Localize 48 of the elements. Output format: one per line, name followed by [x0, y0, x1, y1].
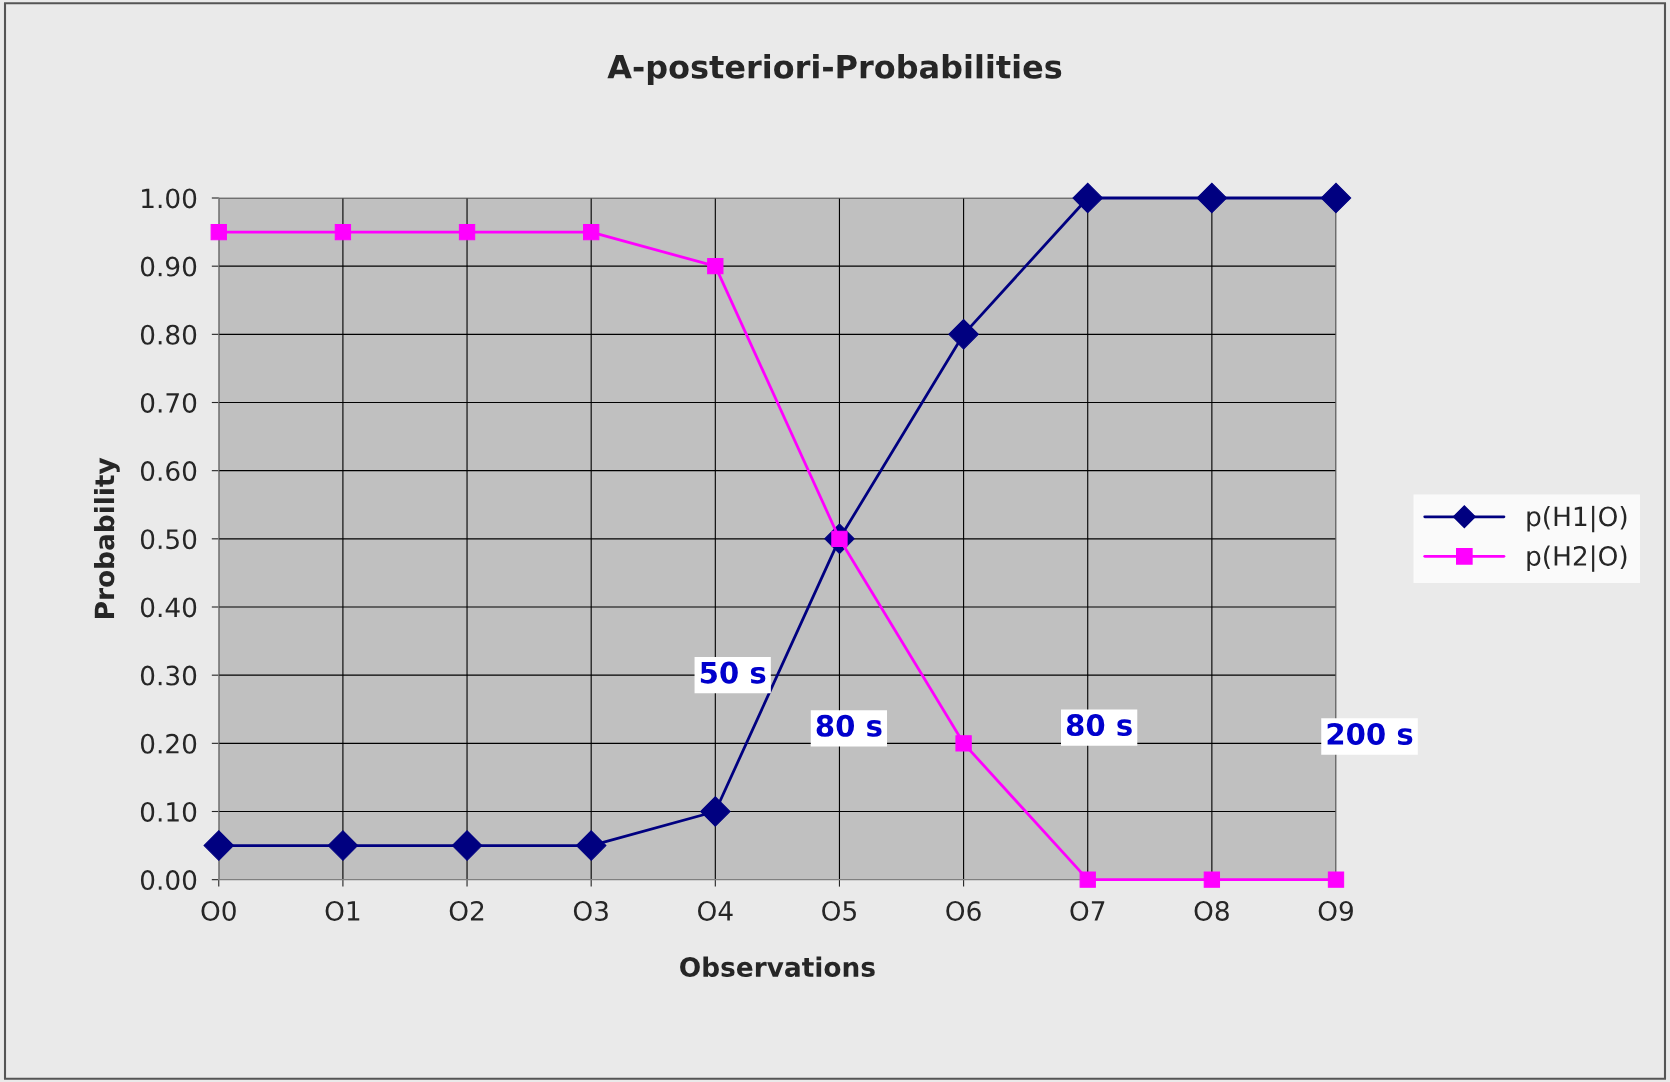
x-tick-label: O8: [1194, 900, 1229, 921]
annotation: 200 s: [1327, 722, 1413, 745]
y-tick-label: 0.80: [140, 324, 197, 345]
point: [583, 223, 600, 241]
point: [458, 223, 476, 241]
y-tick-label: 0.30: [140, 665, 197, 686]
y-tick-label: 0.90: [140, 256, 197, 277]
x-tick-label: O3: [573, 900, 608, 921]
annotation: 80 s: [816, 714, 882, 737]
y-tick-label: 0.20: [140, 733, 197, 754]
point: [334, 223, 352, 241]
x-axis-title: Observations: [680, 956, 875, 978]
y-tick-label: 0.50: [140, 529, 197, 550]
y-tick-label: 1.00: [142, 188, 197, 209]
y-tick-label: 0.70: [140, 392, 197, 413]
legend-label: p(H1|O): [1527, 505, 1627, 533]
x-tick-label: O9: [1318, 900, 1353, 921]
chart-title: A-posteriori-Probabilities: [607, 54, 1062, 86]
point: [1196, 182, 1228, 214]
point: [1203, 871, 1221, 888]
y-tick-label: 0.10: [140, 801, 197, 822]
y-axis-title: Probability: [93, 457, 120, 618]
x-tick-label: O6: [946, 900, 981, 921]
point: [327, 830, 359, 861]
annotation: 50 s: [700, 661, 766, 684]
point: [575, 830, 607, 861]
point: [210, 223, 227, 241]
point: [955, 735, 972, 752]
x-tick-label: O0: [201, 900, 236, 921]
y-tick-label: 0.40: [140, 597, 197, 618]
point: [948, 319, 979, 350]
point: [451, 830, 483, 861]
x-tick-label: O7: [1070, 900, 1105, 921]
point: [707, 258, 724, 275]
x-tick-label: O1: [325, 900, 360, 921]
y-tick-label: 0.60: [140, 461, 197, 482]
x-tick-label: O2: [449, 900, 484, 921]
x-tick-label: O5: [822, 900, 856, 921]
point: [203, 830, 235, 861]
point: [1072, 182, 1103, 214]
x-tick-label: O4: [698, 900, 733, 921]
y-tick-label: 0.00: [140, 870, 197, 891]
point: [1320, 182, 1352, 214]
annotation: 80 s: [1066, 714, 1132, 737]
legend-label: p(H2|O): [1527, 545, 1627, 572]
point: [1327, 871, 1345, 888]
point: [1079, 871, 1096, 888]
point: [700, 796, 731, 827]
